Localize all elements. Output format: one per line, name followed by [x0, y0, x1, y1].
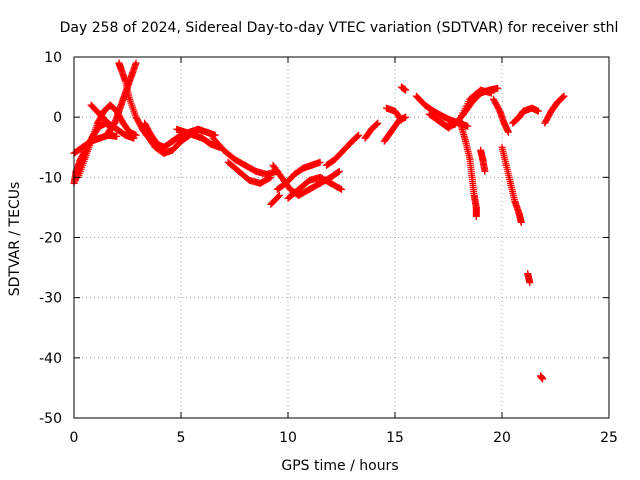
data-track: [541, 92, 568, 127]
data-point: [334, 168, 342, 176]
data-point: [397, 116, 405, 124]
data-track: [498, 143, 525, 226]
x-tick-label: 5: [177, 430, 186, 446]
data-point: [130, 134, 138, 142]
axis-ticks: 0 5 10 15 20 25 -50 -40 -30 -20 -10 0 10: [39, 50, 618, 446]
data-track: [524, 270, 534, 287]
data-point: [397, 115, 405, 123]
data-track: [224, 158, 275, 187]
y-axis-label: SDTVAR / TECUs: [7, 182, 23, 297]
x-tick-label: 10: [279, 430, 297, 446]
data-point: [517, 218, 525, 226]
y-tick-label: -40: [39, 351, 62, 367]
data-track: [284, 173, 345, 202]
data-track: [537, 372, 547, 383]
y-tick-label: -20: [39, 231, 62, 247]
y-tick-label: -50: [39, 411, 62, 427]
data-track: [380, 113, 410, 145]
y-tick-label: 10: [44, 50, 62, 66]
data-point: [335, 167, 343, 175]
data-point: [372, 121, 380, 129]
data-point: [534, 107, 542, 115]
data-point: [338, 185, 345, 193]
x-tick-label: 25: [600, 430, 618, 446]
data-point: [481, 167, 489, 175]
data-point: [464, 122, 472, 130]
data-point: [374, 119, 382, 127]
data-point: [402, 86, 410, 94]
x-tick-label: 0: [70, 430, 79, 446]
y-tick-label: 0: [53, 110, 62, 126]
data-point: [504, 128, 512, 136]
x-tick-label: 20: [493, 430, 511, 446]
data-point: [373, 120, 381, 128]
data-point: [560, 92, 568, 100]
data-point: [267, 173, 275, 181]
data-track: [457, 122, 480, 220]
data-point: [316, 158, 324, 166]
data-track: [273, 158, 324, 193]
data-point: [494, 84, 502, 92]
data-point: [402, 113, 410, 121]
data-track: [382, 104, 405, 124]
data-track: [397, 83, 410, 94]
data-track: [267, 191, 283, 208]
data-track: [87, 101, 138, 142]
data-track: [209, 134, 281, 178]
data-track: [115, 59, 151, 139]
data-track: [323, 131, 363, 169]
data-track: [104, 59, 140, 136]
data-point: [274, 192, 282, 200]
data-point: [559, 93, 567, 101]
data-track: [509, 104, 542, 127]
data-point: [559, 93, 567, 101]
data-track: [489, 95, 512, 136]
data-point: [354, 132, 362, 140]
data-point: [275, 191, 283, 199]
x-tick-label: 15: [386, 430, 404, 446]
x-axis-label: GPS time / hours: [281, 458, 398, 474]
data-points: [70, 59, 568, 383]
data-point: [526, 279, 534, 287]
data-track: [361, 119, 382, 142]
data-point: [539, 375, 547, 383]
data-point: [353, 133, 361, 141]
chart-title: Day 258 of 2024, Sidereal Day-to-day VTE…: [60, 20, 619, 36]
data-point: [266, 174, 274, 182]
data-point: [487, 89, 495, 97]
y-tick-label: -30: [39, 291, 62, 307]
data-point: [472, 212, 480, 220]
data-point: [355, 131, 363, 139]
y-tick-label: -10: [39, 170, 62, 186]
data-track: [173, 125, 224, 151]
data-track: [434, 86, 495, 132]
data-track: [143, 131, 194, 157]
data-point: [132, 59, 140, 67]
data-point: [113, 132, 121, 140]
data-point: [336, 185, 344, 193]
data-track: [477, 146, 489, 175]
